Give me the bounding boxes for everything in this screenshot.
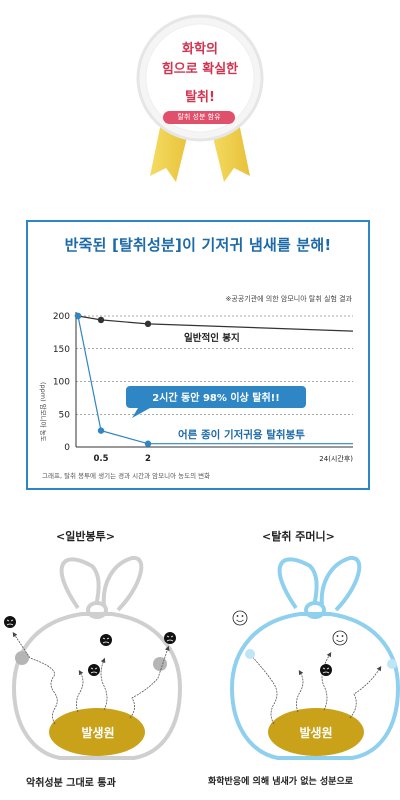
chart-caption: 그래프, 탈취 봉투에 생기는 경과 시간과 암모니아 농도의 변화 xyxy=(42,472,211,480)
odor-particle-icon xyxy=(320,664,332,676)
odor-particle-icon xyxy=(4,616,16,628)
left-bag-title: <일반봉투> xyxy=(56,530,115,543)
series-point-2 xyxy=(144,440,152,447)
y-axis-label: (ppm) 암모니아 농도 xyxy=(39,382,48,442)
smiley-icon xyxy=(232,610,248,626)
odor-particle-icon xyxy=(100,634,112,646)
badge-line-3: 탈취! xyxy=(185,90,215,105)
left-bag xyxy=(4,556,183,760)
series-label-2: 어른 종이 기저귀용 탈취봉투 xyxy=(178,428,305,441)
series-line-1 xyxy=(77,315,354,332)
series-point-1 xyxy=(144,320,152,328)
chart-plot: 0 50 100 150 200 (ppm) 암모니아 농도 0.5 2 24(시간후) 일반적인… xyxy=(39,312,354,464)
series-line-2 xyxy=(77,315,353,445)
odor-source-left xyxy=(49,708,145,756)
series-point-1 xyxy=(97,316,105,324)
x-axis-label: 24(시간후) xyxy=(319,454,353,463)
badge-subtitle: 탈취 성분 함유 xyxy=(163,111,235,124)
chart-panel: 반죽된 [탈취성분]이 기저귀 냄새를 분해! ※공공기관에 의한 암모니아 탈… xyxy=(26,220,370,490)
left-bag-caption: 악취성분 그대로 통과 xyxy=(26,778,116,789)
right-source-label: 발생원 xyxy=(299,726,333,740)
y-tick-label: 0 xyxy=(64,443,70,453)
badge-seal xyxy=(136,14,264,142)
odor-particle-icon xyxy=(88,664,100,676)
odor-source-right xyxy=(268,708,364,756)
callout-pointer xyxy=(132,408,150,418)
leak-point-left xyxy=(15,651,29,665)
right-bag-caption: 화학반응에 의해 냄새가 없는 성분으로 xyxy=(208,777,354,787)
x-tick-label: 0.5 xyxy=(93,454,108,464)
callout-text: 2시간 동안 98% 이상 탈취!! xyxy=(152,391,280,404)
badge-line-2: 힘으로 확실한 xyxy=(161,62,239,77)
leak-point-right xyxy=(153,657,167,671)
series-point-2 xyxy=(97,427,105,434)
callout-bubble xyxy=(126,386,306,408)
bag-diagram xyxy=(4,556,400,760)
smiley-icon xyxy=(332,630,348,646)
badge-line-1: 화학의 xyxy=(182,42,218,57)
rosette-badge xyxy=(136,14,264,182)
right-bag-title: <탈취 주머니> xyxy=(262,530,335,543)
odor-particle-icon xyxy=(164,632,176,644)
series-point-2 xyxy=(74,312,82,320)
chart-title: 반죽된 [탈취성분]이 기저귀 냄새를 분해! xyxy=(64,236,332,254)
series-label-1: 일반적인 봉지 xyxy=(184,332,240,344)
y-tick-label: 100 xyxy=(53,378,70,388)
y-tick-label: 150 xyxy=(53,345,70,355)
right-bag xyxy=(229,556,400,760)
y-tick-label: 200 xyxy=(53,312,70,322)
absorb-point-right xyxy=(387,659,397,669)
x-tick-label: 2 xyxy=(145,454,151,464)
left-source-label: 발생원 xyxy=(81,726,115,740)
y-tick-label: 50 xyxy=(59,410,71,420)
chart-note: ※공공기관에 의한 암모니아 탈취 실험 결과 xyxy=(225,295,352,303)
absorb-point-left xyxy=(245,649,255,659)
